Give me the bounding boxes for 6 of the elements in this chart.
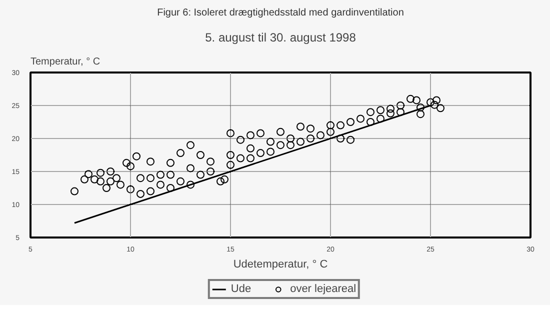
chart-title: Figur 6: Isoleret drægtighedsstald med gardinventilation bbox=[157, 8, 404, 18]
y-axis-title: Temperatur, ° C bbox=[30, 56, 100, 68]
legend-label: over lejeareal bbox=[290, 283, 356, 295]
chart-subtitle: 5. august til 30. august 1998 bbox=[205, 30, 356, 44]
legend-label: Ude bbox=[230, 283, 252, 295]
x-axis-title: Udetemperatur, ° C bbox=[233, 258, 328, 270]
